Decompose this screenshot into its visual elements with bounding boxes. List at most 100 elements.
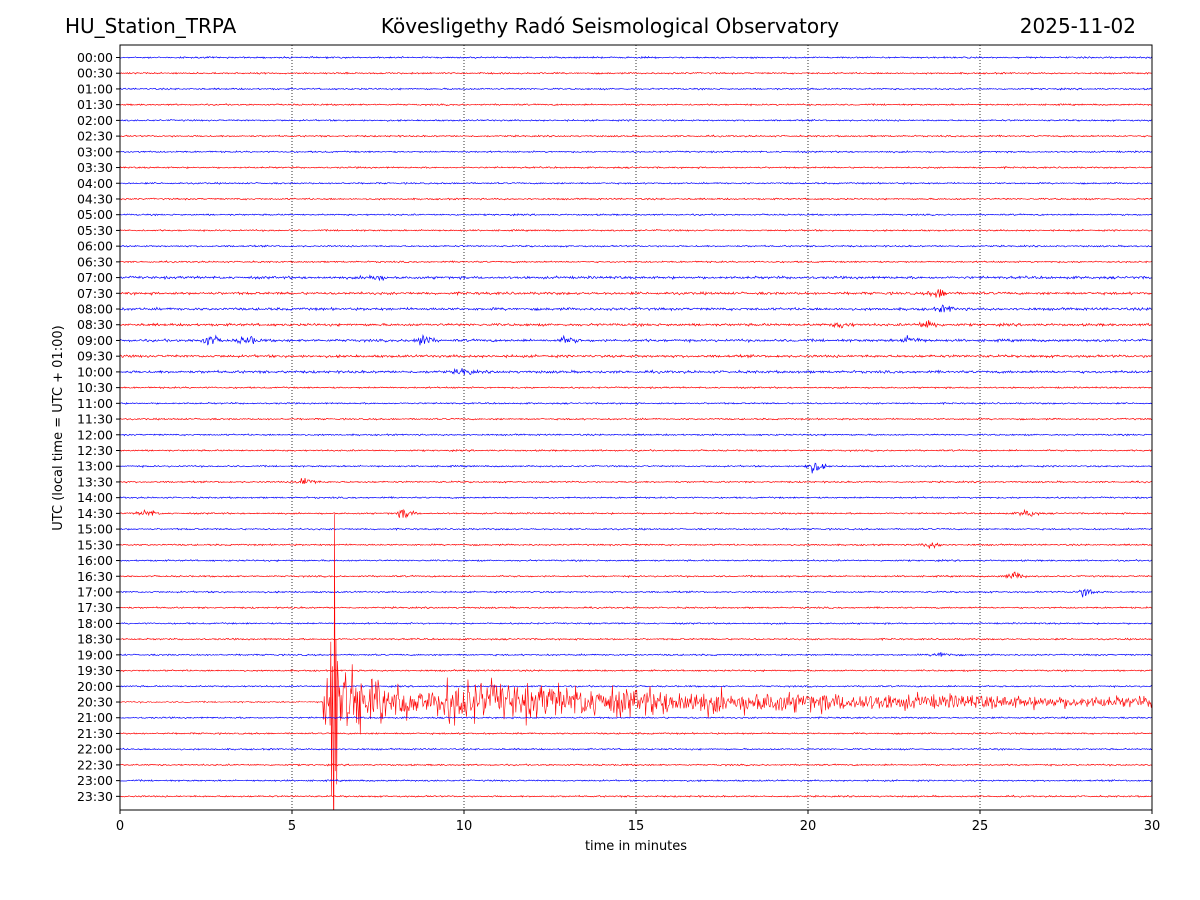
y-tick-label: 04:00 [77, 176, 113, 191]
trace-0230 [120, 134, 1152, 138]
y-axis-label: UTC (local time = UTC + 01:00) [51, 325, 66, 530]
trace-0600 [120, 244, 1152, 248]
trace-2000 [120, 684, 1152, 689]
y-tick-label: 03:30 [77, 160, 113, 175]
y-tick-label: 10:00 [77, 364, 113, 379]
trace-1600 [120, 558, 1152, 563]
y-tick-label: 10:30 [77, 380, 113, 395]
y-tick-label: 06:00 [77, 239, 113, 254]
y-axis-ticks: 00:0000:3001:0001:3002:0002:3003:0003:30… [77, 50, 120, 804]
trace-0900 [120, 333, 1152, 346]
y-tick-label: 19:00 [77, 647, 113, 662]
trace-2230 [120, 763, 1152, 767]
trace-1300 [120, 462, 1152, 474]
trace-1700 [120, 588, 1152, 598]
x-axis-ticks: 0 5 10 15 20 25 30 [116, 810, 1160, 834]
y-tick-label: 12:00 [77, 427, 113, 442]
trace-1930 [120, 669, 1152, 673]
x-axis-label: time in minutes [585, 839, 687, 854]
trace-0730 [120, 289, 1152, 298]
trace-0130 [120, 103, 1152, 107]
y-tick-label: 18:00 [77, 616, 113, 631]
y-tick-label: 04:30 [77, 191, 113, 206]
y-tick-label: 00:30 [77, 66, 113, 81]
y-tick-label: 16:30 [77, 569, 113, 584]
trace-1830 [120, 637, 1152, 641]
trace-1000 [120, 367, 1152, 376]
trace-2200 [120, 747, 1152, 751]
trace-0700 [120, 274, 1152, 282]
y-tick-label: 08:30 [77, 317, 113, 332]
x-tick-label: 10 [456, 819, 473, 834]
observatory-title: Kövesligethy Radó Seismological Observat… [380, 14, 840, 38]
y-tick-label: 09:30 [77, 349, 113, 364]
trace-0030 [120, 71, 1152, 75]
trace-0530 [120, 228, 1152, 233]
trace-1200 [120, 433, 1152, 437]
y-tick-label: 02:30 [77, 129, 113, 144]
y-tick-label: 23:00 [77, 773, 113, 788]
y-tick-label: 17:00 [77, 584, 113, 599]
y-tick-label: 14:00 [77, 490, 113, 505]
trace-1500 [120, 527, 1152, 531]
y-tick-label: 05:30 [77, 223, 113, 238]
trace-1630 [120, 571, 1152, 580]
trace-2030 [120, 514, 1152, 810]
y-tick-label: 13:00 [77, 459, 113, 474]
trace-2300 [120, 778, 1152, 783]
y-tick-label: 21:00 [77, 710, 113, 725]
y-tick-label: 20:30 [77, 695, 113, 710]
y-tick-label: 11:30 [77, 412, 113, 427]
trace-0000 [120, 55, 1152, 60]
y-tick-label: 17:30 [77, 600, 113, 615]
seismic-traces [120, 55, 1152, 810]
x-tick-label: 25 [972, 819, 989, 834]
trace-0100 [120, 87, 1152, 91]
y-tick-label: 22:00 [77, 742, 113, 757]
x-tick-label: 5 [288, 819, 296, 834]
trace-0500 [120, 213, 1152, 217]
trace-1900 [120, 651, 1152, 657]
x-tick-label: 0 [116, 819, 124, 834]
x-tick-label: 30 [1144, 819, 1161, 834]
trace-1730 [120, 605, 1152, 610]
y-tick-label: 18:30 [77, 632, 113, 647]
trace-1530 [120, 542, 1152, 549]
trace-0630 [120, 260, 1152, 264]
trace-1230 [120, 448, 1152, 453]
y-tick-label: 08:00 [77, 302, 113, 317]
trace-1130 [120, 417, 1152, 421]
trace-2100 [120, 716, 1152, 720]
y-tick-label: 20:00 [77, 679, 113, 694]
trace-0200 [120, 118, 1152, 122]
y-tick-label: 23:30 [77, 789, 113, 804]
trace-0330 [120, 166, 1152, 170]
y-tick-label: 01:00 [77, 81, 113, 96]
trace-0300 [120, 150, 1152, 154]
trace-0400 [120, 181, 1152, 185]
trace-1030 [120, 385, 1152, 390]
y-tick-label: 07:00 [77, 270, 113, 285]
y-tick-label: 01:30 [77, 97, 113, 112]
y-tick-label: 12:30 [77, 443, 113, 458]
y-tick-label: 09:00 [77, 333, 113, 348]
y-tick-label: 16:00 [77, 553, 113, 568]
y-tick-label: 11:00 [77, 396, 113, 411]
trace-0800 [120, 304, 1152, 313]
y-tick-label: 02:00 [77, 113, 113, 128]
y-tick-label: 15:30 [77, 537, 113, 552]
y-tick-label: 14:30 [77, 506, 113, 521]
x-tick-label: 15 [628, 819, 645, 834]
record-date: 2025-11-02 [1019, 14, 1136, 38]
grid-lines [291, 45, 981, 810]
trace-0430 [120, 197, 1152, 201]
y-tick-label: 22:30 [77, 757, 113, 772]
y-tick-label: 06:30 [77, 254, 113, 269]
x-tick-label: 20 [800, 819, 817, 834]
trace-1800 [120, 621, 1152, 626]
trace-1430 [120, 508, 1152, 519]
y-tick-label: 00:00 [77, 50, 113, 65]
y-tick-label: 19:30 [77, 663, 113, 678]
y-tick-label: 07:30 [77, 286, 113, 301]
